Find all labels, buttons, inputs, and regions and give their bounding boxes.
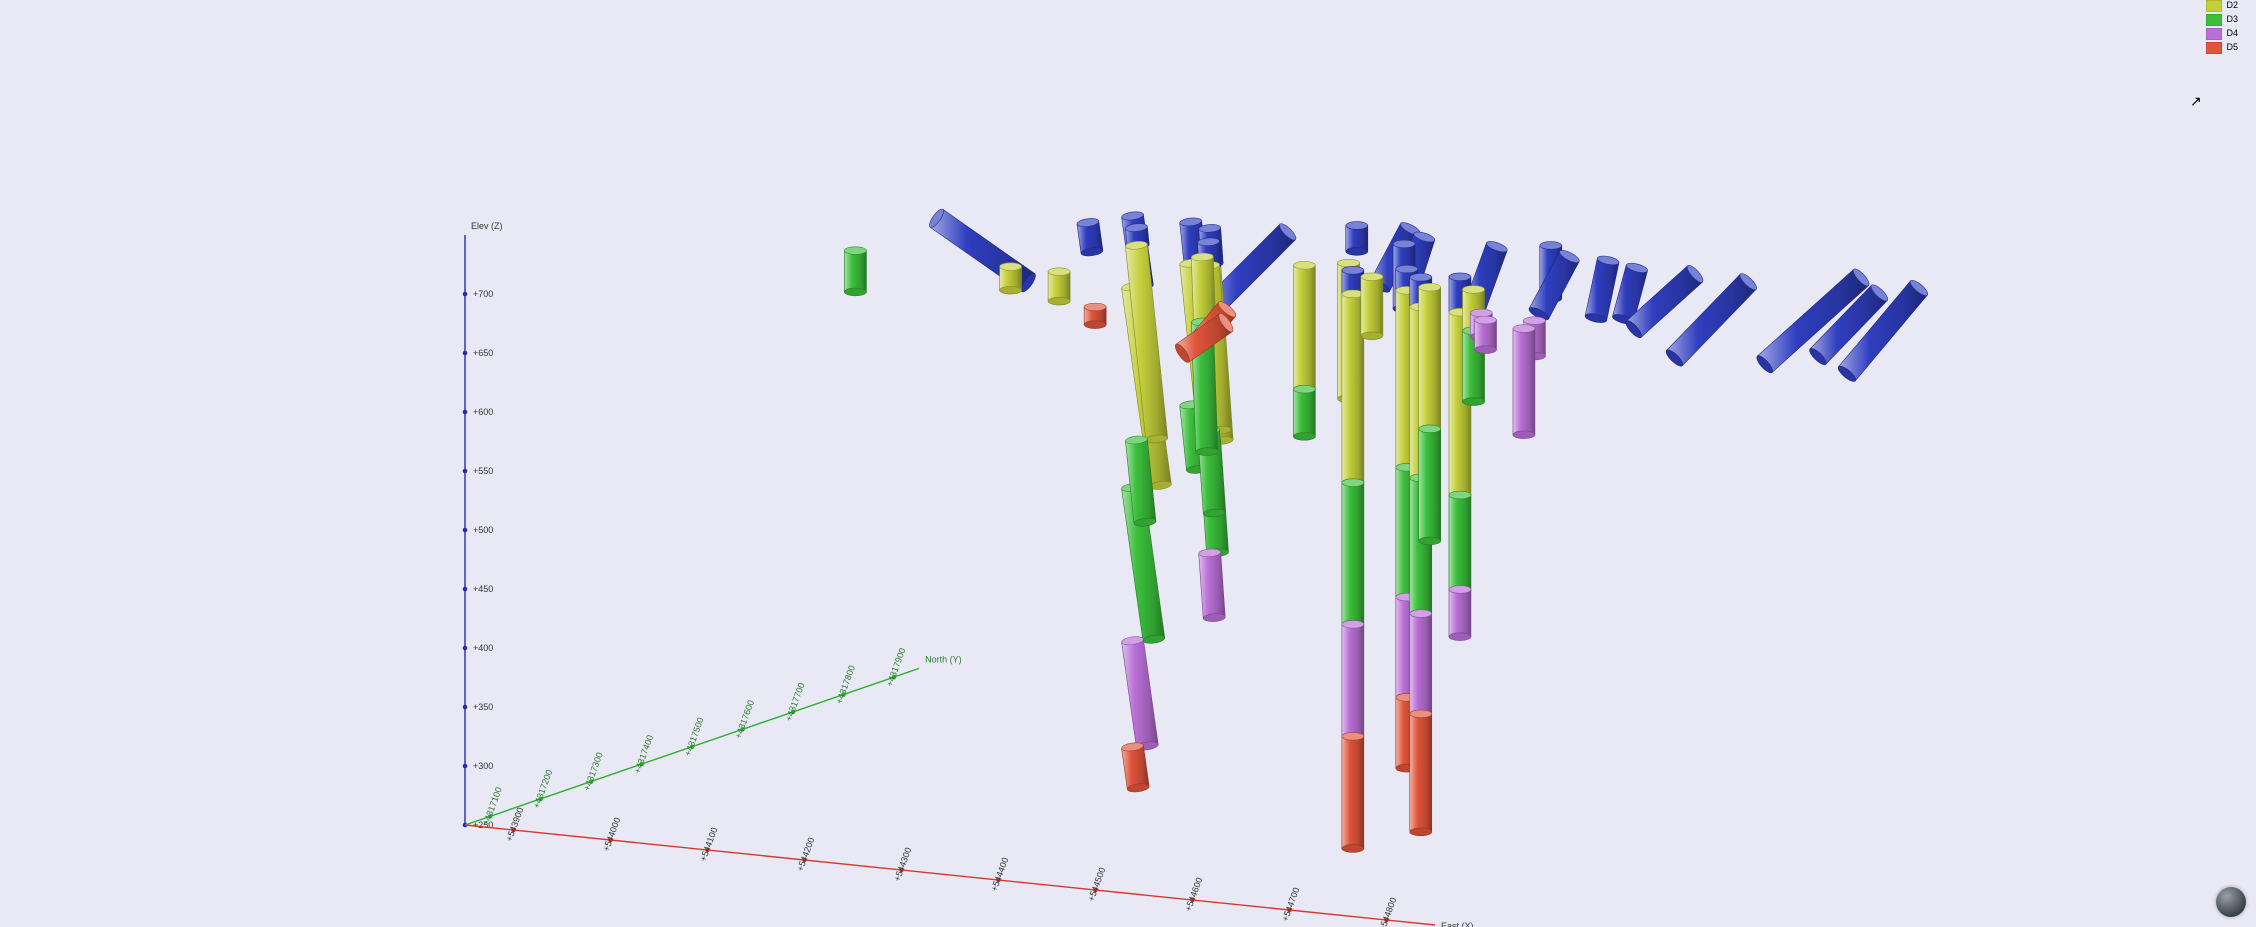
legend-item[interactable]: D3 — [2206, 14, 2238, 26]
svg-text:+544600: +544600 — [1183, 876, 1204, 913]
drill-segment[interactable] — [1342, 479, 1364, 628]
drill-segment[interactable] — [1342, 733, 1364, 853]
svg-text:+4317800: +4317800 — [834, 664, 857, 705]
svg-text:+544800: +544800 — [1377, 896, 1398, 927]
svg-text:+544400: +544400 — [989, 856, 1010, 893]
drill-segment[interactable] — [1513, 325, 1535, 439]
drill-segment[interactable] — [1293, 385, 1315, 440]
legend-label: D2 — [2226, 1, 2238, 11]
drill-segment[interactable] — [1361, 273, 1383, 340]
drill-segment[interactable] — [1293, 261, 1315, 393]
drill-segment[interactable] — [1346, 222, 1368, 256]
legend-item[interactable]: D2 — [2206, 0, 2238, 12]
drill-segment[interactable] — [1449, 586, 1471, 641]
svg-text:+4317200: +4317200 — [531, 768, 554, 809]
drill-segment[interactable] — [1410, 710, 1432, 836]
svg-text:+700: +700 — [473, 289, 493, 299]
drill-segment[interactable] — [1449, 491, 1471, 593]
drill-segment[interactable] — [1342, 290, 1364, 487]
legend-swatch — [2206, 0, 2222, 12]
legend-item[interactable]: D5 — [2206, 42, 2238, 54]
svg-text:+544000: +544000 — [601, 816, 622, 853]
legend-label: D4 — [2226, 29, 2238, 39]
svg-text:+350: +350 — [473, 702, 493, 712]
legend-swatch — [2206, 42, 2222, 54]
svg-text:+650: +650 — [473, 348, 493, 358]
drill-segment[interactable] — [1048, 268, 1070, 305]
svg-text:+544300: +544300 — [892, 846, 913, 883]
drill-segment[interactable] — [1475, 316, 1497, 353]
svg-text:+4317600: +4317600 — [733, 699, 756, 740]
drill-segment[interactable] — [1342, 620, 1364, 740]
legend-swatch — [2206, 28, 2222, 40]
svg-text:+544500: +544500 — [1086, 866, 1107, 903]
svg-text:+4317900: +4317900 — [884, 646, 907, 687]
svg-text:North (Y): North (Y) — [925, 654, 962, 664]
svg-text:+4317700: +4317700 — [783, 681, 806, 722]
drill-segment[interactable] — [1084, 303, 1106, 328]
drill-segment[interactable] — [1198, 548, 1225, 622]
legend-swatch — [2206, 14, 2222, 26]
drill-segment[interactable] — [1076, 217, 1103, 257]
drill-segment[interactable] — [1000, 263, 1022, 294]
orientation-widget[interactable] — [2216, 887, 2246, 917]
drill-segment[interactable] — [1419, 283, 1441, 432]
svg-text:East (X): East (X) — [1441, 921, 1474, 927]
svg-text:+4317100: +4317100 — [481, 786, 504, 827]
svg-text:+500: +500 — [473, 525, 493, 535]
svg-text:+600: +600 — [473, 407, 493, 417]
svg-text:+450: +450 — [473, 584, 493, 594]
svg-text:+4317500: +4317500 — [683, 716, 706, 757]
svg-text:+300: +300 — [473, 761, 493, 771]
svg-text:+544100: +544100 — [698, 826, 719, 863]
drill-segment[interactable] — [1410, 610, 1432, 718]
legend-label: D5 — [2226, 43, 2238, 53]
svg-text:+543900: +543900 — [504, 806, 525, 843]
drill-segment[interactable] — [844, 247, 866, 296]
viewport-3d[interactable]: Elev (Z)+250+300+350+400+450+500+550+600… — [0, 0, 2256, 927]
svg-text:+400: +400 — [473, 643, 493, 653]
svg-text:+550: +550 — [473, 466, 493, 476]
svg-text:Elev (Z): Elev (Z) — [471, 221, 503, 231]
drill-segment[interactable] — [1419, 425, 1441, 545]
svg-text:+544200: +544200 — [795, 836, 816, 873]
drill-segment[interactable] — [1121, 635, 1159, 751]
legend: D2 D3 D4 D5 — [2206, 0, 2238, 56]
axes: Elev (Z)+250+300+350+400+450+500+550+600… — [463, 221, 1474, 927]
svg-text:+4317400: +4317400 — [632, 733, 655, 774]
svg-text:+4317300: +4317300 — [582, 751, 605, 792]
legend-label: D3 — [2226, 15, 2238, 25]
drillholes — [844, 207, 1929, 852]
legend-item[interactable]: D4 — [2206, 28, 2238, 40]
svg-text:+544700: +544700 — [1280, 886, 1301, 923]
